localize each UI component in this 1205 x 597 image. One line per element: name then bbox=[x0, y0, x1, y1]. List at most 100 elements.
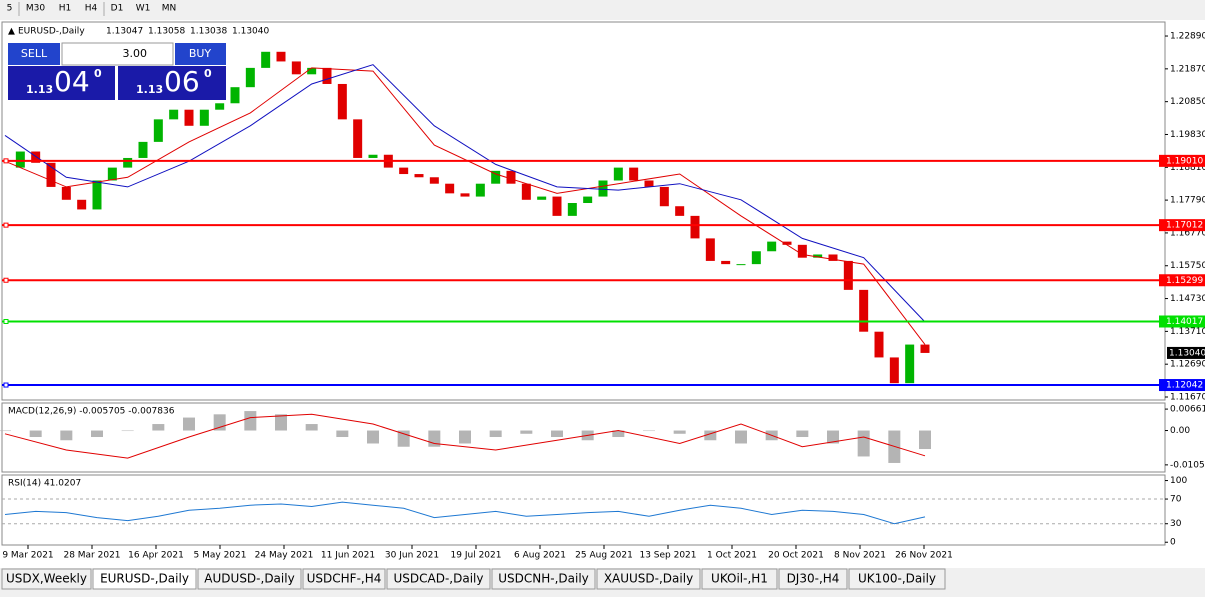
macd-bar bbox=[704, 430, 717, 441]
tab-label[interactable]: UK100-,Daily bbox=[858, 572, 936, 586]
timeframe-button[interactable]: H4 bbox=[85, 4, 98, 14]
macd-bar bbox=[336, 430, 349, 438]
candle bbox=[153, 119, 163, 142]
candle bbox=[429, 177, 439, 184]
timeframe-button[interactable]: D1 bbox=[111, 4, 124, 14]
candle bbox=[77, 199, 87, 210]
tab-label[interactable]: AUDUSD-,Daily bbox=[204, 572, 294, 586]
main-panel bbox=[1, 21, 1166, 401]
macd-panel bbox=[1, 402, 1166, 473]
x-tick-label: 16 Apr 2021 bbox=[128, 551, 184, 561]
level-label-box bbox=[1159, 274, 1205, 287]
timeframe-button[interactable]: 5 bbox=[7, 4, 13, 14]
tab-label[interactable]: USDCHF-,H4 bbox=[307, 572, 382, 586]
macd-bar bbox=[520, 430, 533, 434]
timeframe-button[interactable]: H1 bbox=[59, 4, 72, 14]
tab[interactable] bbox=[1, 568, 92, 590]
timeframe-button[interactable]: MN bbox=[162, 4, 177, 14]
tab[interactable] bbox=[302, 568, 386, 590]
tab[interactable] bbox=[848, 568, 946, 590]
y-tick-label: 30 bbox=[1170, 519, 1182, 529]
x-tick-label: 13 Sep 2021 bbox=[639, 551, 696, 561]
tab[interactable] bbox=[596, 568, 701, 590]
candle bbox=[583, 196, 593, 204]
y-tick-label: 100 bbox=[1170, 476, 1187, 486]
tab-label[interactable]: UKOil-,H1 bbox=[711, 572, 768, 586]
tab-label[interactable]: EURUSD-,Daily bbox=[100, 572, 189, 586]
x-tick-label: 28 Mar 2021 bbox=[63, 551, 120, 561]
candle bbox=[245, 67, 255, 88]
trade-panel: SELL 3.00 BUY 1.13 04 0 1.13 06 0 bbox=[8, 42, 226, 100]
tab[interactable] bbox=[386, 568, 491, 590]
candle bbox=[107, 167, 117, 181]
x-tick-label: 6 Aug 2021 bbox=[514, 551, 566, 561]
lot-input[interactable] bbox=[61, 42, 174, 66]
candle bbox=[920, 344, 930, 353]
candle bbox=[291, 61, 301, 75]
tab-label[interactable]: DJ30-,H4 bbox=[787, 572, 840, 586]
y-tick-label: 1.17790 bbox=[1170, 196, 1205, 206]
candle bbox=[751, 251, 761, 265]
panel-title: RSI(14) 41.0207 bbox=[8, 479, 81, 489]
candle bbox=[92, 180, 102, 210]
macd-bar bbox=[735, 430, 747, 444]
candle bbox=[123, 157, 133, 168]
candle bbox=[61, 186, 71, 200]
y-tick-label: 0 bbox=[1170, 538, 1176, 548]
macd-bar bbox=[857, 430, 870, 457]
sell-price-box[interactable] bbox=[8, 66, 115, 100]
candle bbox=[767, 241, 777, 252]
y-tick-label: 1.18810 bbox=[1170, 163, 1205, 173]
tab[interactable] bbox=[778, 568, 848, 590]
macd-bar bbox=[183, 417, 195, 431]
x-tick-label: 1 Oct 2021 bbox=[707, 551, 757, 561]
candle bbox=[460, 193, 470, 197]
y-tick-label: 1.13710 bbox=[1170, 327, 1205, 337]
candle bbox=[138, 141, 148, 158]
macd-bar bbox=[60, 430, 73, 441]
buy-button[interactable] bbox=[175, 43, 226, 65]
buy-price-box[interactable] bbox=[118, 66, 226, 100]
candle bbox=[905, 344, 915, 384]
candle bbox=[353, 119, 363, 158]
candle bbox=[475, 183, 485, 197]
candle bbox=[874, 331, 884, 358]
candle bbox=[813, 254, 823, 258]
header-price: 1.13058 bbox=[148, 27, 185, 37]
candle bbox=[736, 264, 746, 266]
moving-average bbox=[4, 67, 926, 345]
candle bbox=[169, 109, 179, 120]
moving-average bbox=[4, 64, 926, 323]
candle bbox=[537, 196, 547, 200]
candle bbox=[15, 151, 25, 168]
tab[interactable] bbox=[92, 568, 197, 590]
sell-button[interactable] bbox=[8, 43, 60, 65]
x-tick-label: 24 May 2021 bbox=[255, 551, 314, 561]
macd-bar bbox=[459, 430, 471, 444]
level-handle bbox=[3, 318, 9, 324]
tab-label[interactable]: USDX,Weekly bbox=[6, 572, 87, 586]
buy-label: BUY bbox=[189, 47, 212, 60]
tab-label[interactable]: XAUUSD-,Daily bbox=[604, 572, 693, 586]
tab[interactable] bbox=[491, 568, 596, 590]
candle bbox=[276, 51, 286, 62]
macd-bar bbox=[213, 414, 226, 431]
header-price: 1.13040 bbox=[232, 27, 269, 37]
x-tick-label: 19 Jul 2021 bbox=[451, 551, 502, 561]
x-tick-label: 5 May 2021 bbox=[194, 551, 247, 561]
y-tick-label: 1.21870 bbox=[1170, 64, 1205, 74]
candle bbox=[261, 51, 271, 68]
timeframe-button[interactable]: M30 bbox=[26, 4, 45, 14]
sell-pips: 04 bbox=[54, 65, 90, 98]
x-tick-label: 26 Nov 2021 bbox=[895, 551, 953, 561]
y-tick-label: 1.15750 bbox=[1170, 261, 1205, 271]
tab[interactable] bbox=[197, 568, 302, 590]
timeframe-button[interactable]: W1 bbox=[136, 4, 151, 14]
tab-label[interactable]: USDCNH-,Daily bbox=[498, 572, 589, 586]
level-handle bbox=[3, 158, 9, 164]
tab-label[interactable]: USDCAD-,Daily bbox=[394, 572, 484, 586]
signal-line bbox=[4, 413, 926, 459]
buy-frac: 0 bbox=[204, 67, 212, 80]
candle bbox=[843, 260, 853, 290]
tab[interactable] bbox=[701, 568, 778, 590]
